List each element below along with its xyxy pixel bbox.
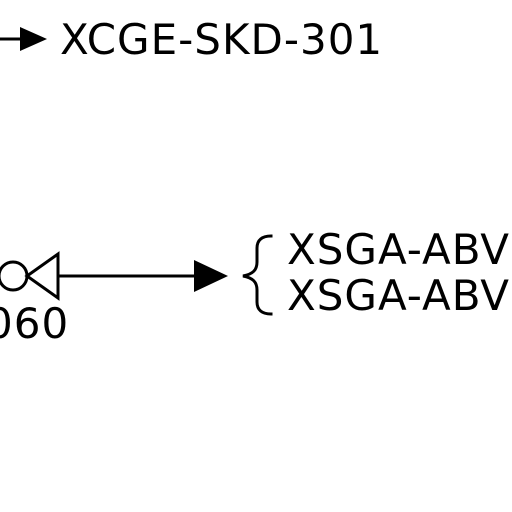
connection-arrow-icon bbox=[194, 260, 228, 292]
top-reference-label[interactable]: XCGE-SKD-301 bbox=[60, 15, 383, 64]
top-reference: XCGE-SKD-301 bbox=[0, 15, 383, 64]
left-curly-brace-icon bbox=[242, 234, 273, 316]
arrow-right-icon bbox=[20, 27, 47, 51]
device-tag-label[interactable]: 060 bbox=[0, 299, 69, 348]
device-symbol: 060 bbox=[0, 251, 69, 348]
target-label-1[interactable]: XSGA-ABV bbox=[287, 225, 510, 274]
target-label-2[interactable]: XSGA-ABV bbox=[287, 271, 510, 320]
circle-device-icon bbox=[0, 260, 29, 292]
connection bbox=[56, 260, 228, 292]
triangle-device-icon bbox=[24, 251, 60, 301]
target-list: XSGA-ABV XSGA-ABV bbox=[287, 225, 510, 320]
